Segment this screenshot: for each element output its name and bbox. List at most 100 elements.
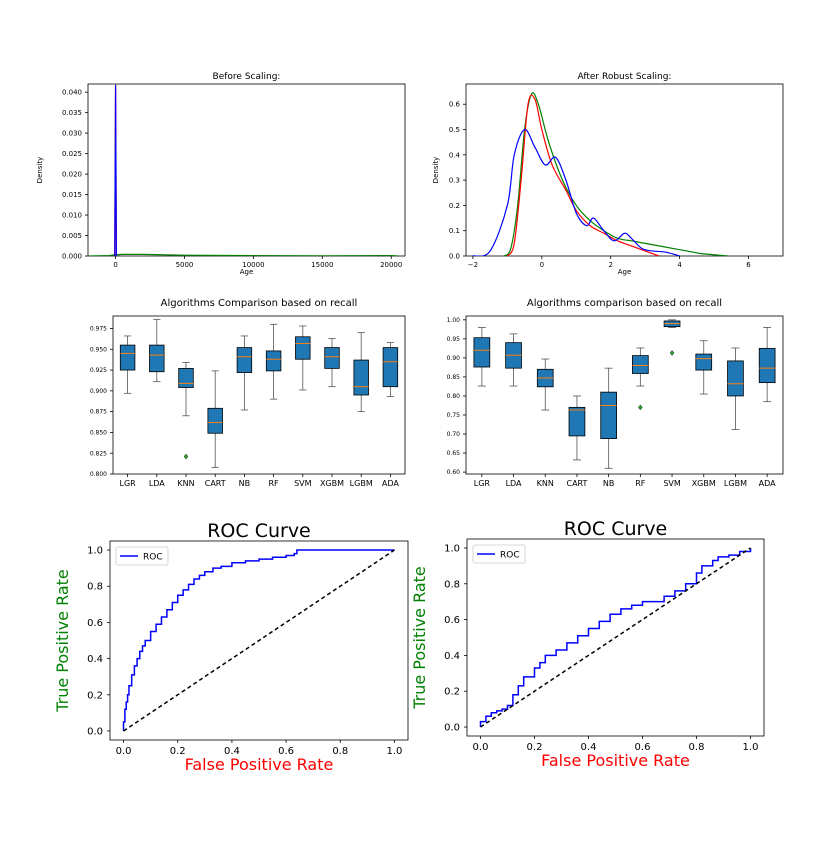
- legend: ROC: [472, 544, 526, 564]
- chart-title: Before Scaling:: [213, 72, 281, 82]
- y-tick-label: 0.040: [62, 89, 82, 97]
- x-tick-label: SVM: [294, 479, 312, 488]
- x-tick-label: 15000: [311, 261, 333, 269]
- y-tick-label: 0.2: [449, 202, 460, 210]
- y-tick-label: 0.4: [449, 151, 461, 159]
- y-tick-label: 0.70: [447, 431, 461, 438]
- x-axis-label: Age: [618, 268, 632, 276]
- y-tick-label: 0.75: [447, 412, 461, 419]
- outlier-point: [183, 453, 189, 460]
- y-tick-label: 0.95: [447, 336, 461, 343]
- box-body: [758, 347, 776, 384]
- x-tick-label: 0.0: [116, 746, 132, 757]
- box-body: [632, 355, 649, 374]
- box-ada: [382, 342, 399, 398]
- y-tick-label: 0.80: [447, 393, 461, 400]
- box-body: [207, 407, 223, 434]
- y-tick-label: 0.875: [90, 409, 107, 416]
- y-tick-label: 0.6: [449, 101, 461, 109]
- plot-frame: [465, 83, 784, 257]
- y-tick-label: 0.6: [444, 615, 460, 626]
- box-rf: [632, 347, 649, 411]
- y-tick-label: 0.90: [447, 355, 461, 362]
- y-tick-label: 0.8: [444, 579, 460, 590]
- y-axis-label: Density: [432, 157, 440, 184]
- x-tick-label: 0.6: [278, 746, 294, 757]
- box-body: [473, 337, 491, 368]
- y-tick-label: 0.60: [447, 469, 461, 476]
- plot-frame: [466, 538, 765, 737]
- y-tick-label: 0.0: [87, 726, 103, 737]
- x-tick-label: −2: [468, 261, 478, 269]
- legend: ROC: [115, 546, 169, 566]
- x-tick-label: LGBM: [724, 479, 747, 488]
- x-tick-label: 0.2: [527, 742, 543, 753]
- y-tick-label: 0.0: [444, 723, 460, 734]
- y-tick-label: 0.5: [449, 126, 460, 134]
- series-line-0: [89, 253, 399, 256]
- series-line-1: [506, 94, 660, 256]
- chart-title: Algorithms Comparison based on recall: [161, 298, 358, 309]
- x-tick-label: LGR: [119, 479, 136, 488]
- box-lgbm: [727, 347, 744, 430]
- y-axis-label: True Positive Rate: [53, 569, 72, 713]
- y-tick-label: 0.850: [90, 430, 107, 437]
- box-body: [695, 353, 713, 371]
- box-body: [353, 359, 369, 396]
- y-tick-label: 0.025: [62, 150, 82, 158]
- box-xgbm: [324, 338, 340, 388]
- y-tick-label: 0.2: [87, 690, 103, 701]
- box-body: [265, 350, 282, 372]
- box-cart: [207, 370, 223, 468]
- legend-label: ROC: [143, 553, 163, 563]
- plot-frame: [465, 315, 784, 475]
- y-tick-label: 0.0: [449, 252, 460, 260]
- x-tick-label: 5000: [176, 261, 194, 269]
- series-line-0: [479, 547, 752, 728]
- y-tick-label: 1.00: [447, 317, 461, 324]
- x-tick-label: CART: [205, 479, 226, 488]
- box-ada: [758, 327, 776, 403]
- y-tick-label: 0.825: [90, 450, 107, 457]
- x-tick-label: 1.0: [387, 746, 403, 757]
- series-line-2: [114, 84, 117, 256]
- x-tick-label: NB: [239, 479, 250, 488]
- y-tick-label: 0.005: [62, 232, 82, 240]
- x-tick-label: 0.8: [689, 742, 705, 753]
- x-tick-label: NB: [603, 479, 614, 488]
- box-knn: [178, 362, 194, 460]
- box-knn: [536, 358, 554, 411]
- x-tick-label: 20000: [380, 261, 402, 269]
- legend-frame: [115, 546, 169, 566]
- box-svm: [663, 319, 681, 356]
- x-tick-label: LGR: [474, 479, 491, 488]
- y-tick-label: 1.0: [87, 546, 103, 557]
- x-tick-label: 2: [608, 261, 612, 269]
- y-tick-label: 0.925: [90, 367, 107, 374]
- x-tick-label: 0.8: [332, 746, 348, 757]
- y-tick-label: 0.015: [62, 191, 82, 199]
- x-tick-label: LDA: [506, 479, 522, 488]
- x-tick-label: SVM: [663, 479, 681, 488]
- y-tick-label: 0.4: [87, 654, 103, 665]
- legend-label: ROC: [500, 551, 520, 561]
- chart-title: After Robust Scaling:: [578, 72, 672, 82]
- x-tick-label: 0.4: [581, 742, 597, 753]
- box-lda: [505, 333, 522, 387]
- plot-frame: [112, 315, 406, 475]
- diagonal-reference-line: [123, 549, 395, 732]
- x-tick-label: XGBM: [320, 479, 344, 488]
- x-tick-label: 0.2: [170, 746, 186, 757]
- x-tick-label: 0.4: [224, 746, 240, 757]
- x-axis-label: False Positive Rate: [541, 751, 690, 770]
- box-rf: [265, 323, 282, 400]
- y-tick-label: 0.950: [90, 346, 107, 353]
- y-tick-label: 0.000: [62, 252, 82, 260]
- series-line-2: [472, 128, 680, 256]
- box-body: [119, 344, 136, 371]
- x-tick-label: 0.0: [473, 742, 489, 753]
- x-tick-label: LGBM: [350, 479, 373, 488]
- y-tick-label: 0.6: [87, 618, 103, 629]
- x-axis-label: False Positive Rate: [185, 755, 334, 774]
- box-nb: [236, 335, 253, 411]
